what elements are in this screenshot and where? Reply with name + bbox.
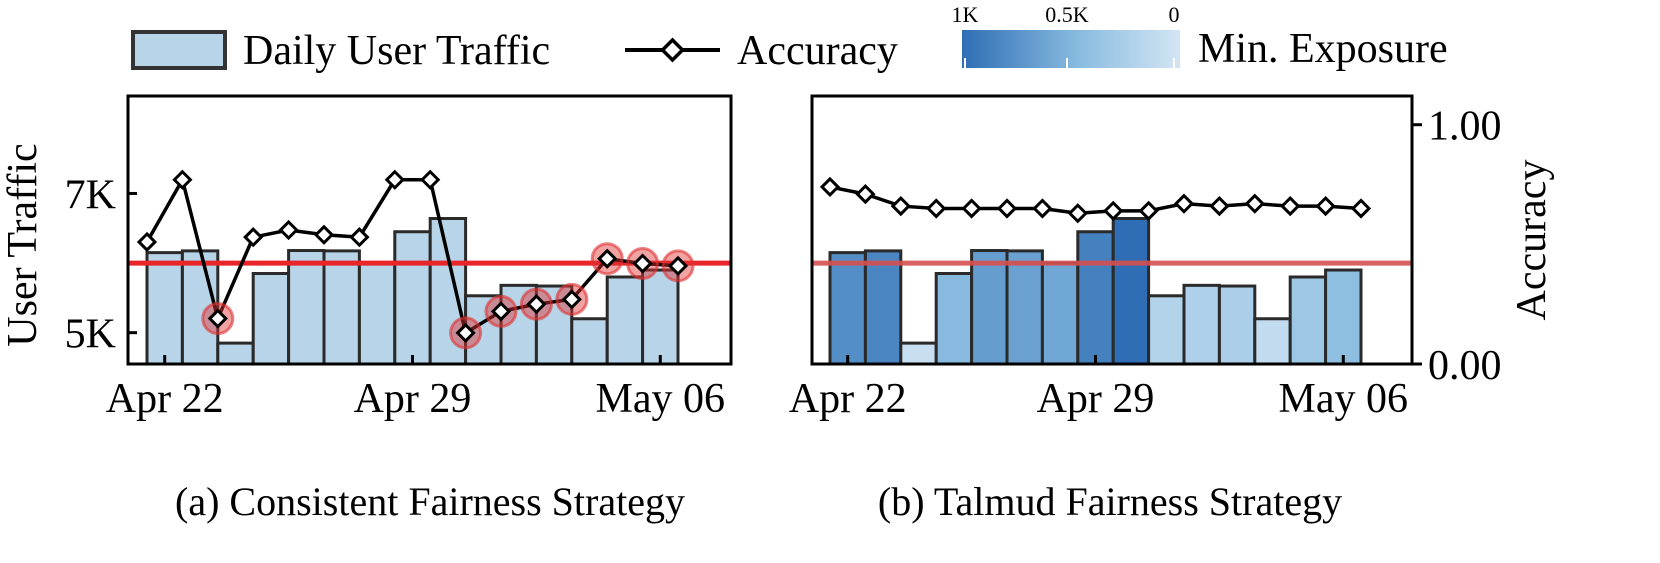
panel-a-frame — [126, 94, 733, 366]
accuracy-marker — [667, 255, 689, 277]
traffic-bar — [863, 249, 903, 366]
panel-a-ylabel: User Traffic — [0, 143, 46, 346]
accuracy-marker — [136, 231, 158, 253]
panel-b-ylabel: Accuracy — [1509, 160, 1555, 321]
legend-accuracy-label: Accuracy — [737, 28, 898, 74]
panel-b: Apr 22 Apr 29 May 06 0.00 1.00 Accuracy (b) … — [789, 94, 1555, 524]
accuracy-marker — [278, 219, 299, 241]
legend-accuracy-marker — [660, 37, 685, 63]
accuracy-marker — [1138, 200, 1159, 221]
panel-a-caption: (a) Consistent Fairness Strategy — [175, 479, 685, 524]
accuracy-marker — [961, 198, 982, 219]
panel-a-accuracy-line — [136, 169, 695, 350]
colorbar-tick-label-0: 0 — [1169, 2, 1180, 27]
colorbar-tick-label-05k: 0.5K — [1045, 2, 1089, 27]
traffic-bar — [899, 341, 938, 366]
y-tick-label: 0.00 — [1428, 343, 1502, 389]
accuracy-marker — [313, 224, 335, 245]
accuracy-marker — [243, 227, 264, 248]
accuracy-marker — [1032, 198, 1053, 219]
traffic-bar — [393, 230, 432, 366]
traffic-bar — [1217, 284, 1257, 366]
traffic-bar — [570, 317, 609, 366]
legend-colorbar — [962, 30, 1180, 68]
traffic-bar — [1182, 283, 1221, 366]
accuracy-marker — [890, 195, 911, 217]
accuracy-marker — [1280, 195, 1301, 217]
legend: Daily User Traffic Accuracy 1K 0.5K 0 Mi… — [131, 2, 1448, 74]
panel-a-ticks: Apr 22 Apr 29 May 06 5K 7K — [65, 172, 725, 422]
x-tick-label: Apr 22 — [789, 376, 907, 422]
accuracy-marker — [819, 176, 841, 198]
traffic-bar — [145, 251, 184, 366]
accuracy-marker — [455, 322, 476, 344]
accuracy-marker — [1350, 198, 1372, 219]
accuracy-marker — [926, 198, 947, 219]
accuracy-marker — [1067, 203, 1088, 224]
accuracy-marker — [490, 301, 512, 322]
accuracy-marker — [1209, 195, 1230, 217]
panel-a-bars — [128, 217, 731, 366]
accuracy-polyline — [145, 175, 679, 336]
traffic-bar — [641, 268, 680, 366]
traffic-bar — [216, 341, 255, 366]
y-tick-label: 5K — [65, 312, 116, 358]
x-tick-label: May 06 — [596, 376, 726, 422]
accuracy-marker — [996, 198, 1018, 219]
traffic-bar — [1040, 261, 1080, 366]
accuracy-marker — [1244, 193, 1265, 214]
traffic-bar — [970, 249, 1009, 366]
x-tick-label: Apr 29 — [1037, 376, 1155, 422]
accuracy-marker — [349, 227, 370, 248]
accuracy-marker — [561, 289, 582, 310]
panel-b-accuracy-line — [819, 176, 1372, 224]
traffic-bar — [322, 249, 361, 366]
accuracy-polyline — [829, 185, 1362, 216]
panel-a: Apr 22 Apr 29 May 06 5K 7K User Traffic (a) … — [0, 94, 733, 524]
accuracy-marker — [420, 169, 441, 190]
x-tick-label: May 06 — [1279, 376, 1409, 422]
traffic-bar — [1076, 230, 1115, 366]
accuracy-marker — [597, 248, 618, 269]
traffic-bar — [287, 249, 326, 366]
accuracy-marker — [207, 308, 228, 329]
accuracy-marker — [172, 169, 193, 190]
panel-b-bars — [812, 217, 1412, 366]
traffic-bar — [251, 272, 291, 366]
legend-traffic-swatch — [131, 30, 227, 70]
traffic-bar — [828, 251, 867, 366]
accuracy-marker — [632, 253, 653, 274]
legend-traffic-label: Daily User Traffic — [243, 28, 550, 74]
y-tick-label: 7K — [65, 172, 116, 218]
traffic-bar — [1324, 268, 1363, 366]
accuracy-marker — [1173, 193, 1195, 214]
colorbar-tick-label-1k: 1K — [952, 2, 979, 27]
y-tick-label: 1.00 — [1428, 104, 1502, 150]
traffic-bar — [180, 249, 220, 366]
traffic-bar — [1005, 249, 1044, 366]
panel-b-frame — [810, 94, 1414, 366]
traffic-bar — [1111, 217, 1151, 366]
accuracy-marker — [384, 169, 405, 190]
traffic-bar — [1288, 275, 1328, 366]
panel-b-caption: (b) Talmud Fairness Strategy — [878, 479, 1342, 524]
traffic-bar — [1253, 317, 1292, 366]
traffic-bar — [605, 275, 645, 366]
traffic-bar — [1147, 294, 1186, 366]
x-tick-label: Apr 29 — [354, 376, 472, 422]
traffic-bar — [934, 272, 974, 366]
accuracy-marker — [1315, 195, 1336, 217]
accuracy-marker — [855, 183, 876, 205]
accuracy-marker — [1103, 200, 1124, 221]
traffic-bar — [357, 261, 397, 366]
accuracy-marker — [526, 294, 547, 315]
legend-exposure-label: Min. Exposure — [1198, 26, 1448, 72]
panel-b-ticks: Apr 22 Apr 29 May 06 0.00 1.00 — [789, 104, 1502, 422]
x-tick-label: Apr 22 — [106, 376, 224, 422]
